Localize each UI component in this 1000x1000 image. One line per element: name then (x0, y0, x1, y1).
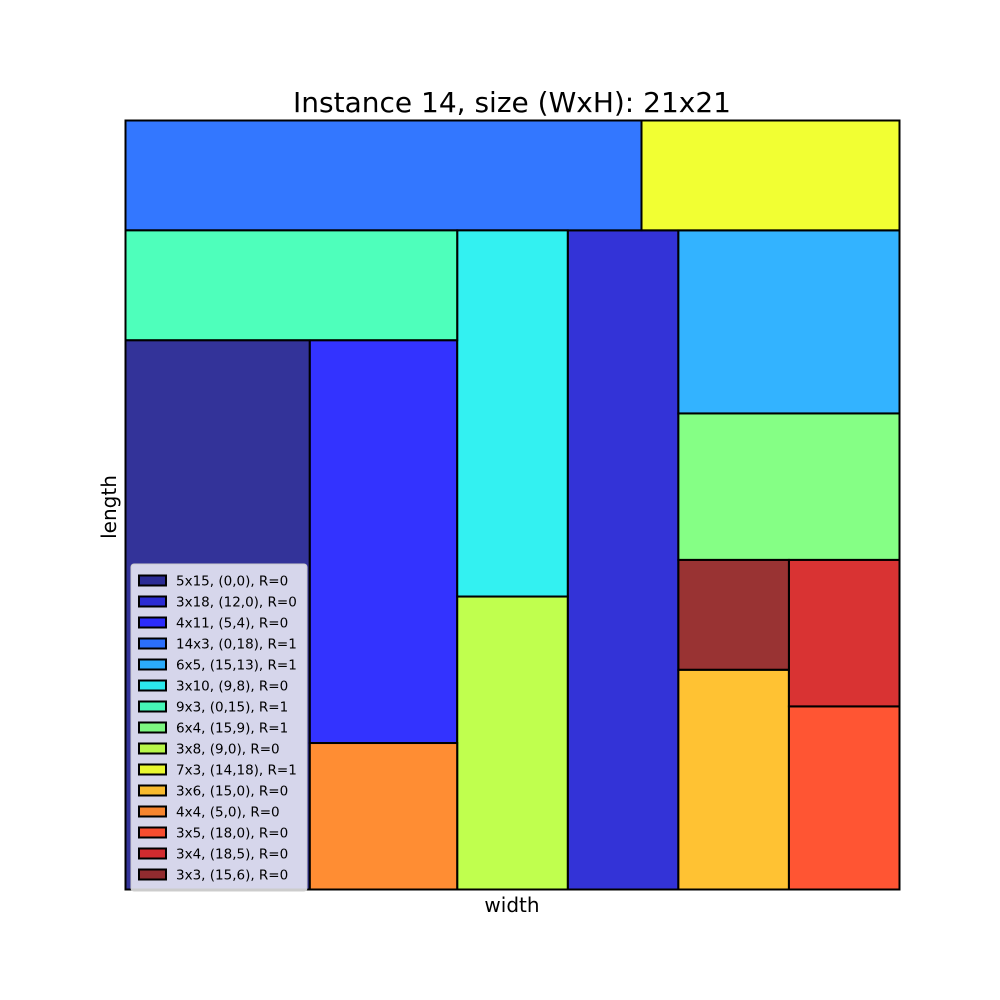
packed-rectangle-8 (456, 595, 569, 891)
legend-entry-5: 3x10, (9,8), R=0 (176, 679, 288, 695)
legend-swatch-13 (138, 847, 167, 860)
plot-frame (124, 119, 901, 891)
x-axis-label: width (484, 893, 539, 917)
legend-entry-1: 3x18, (12,0), R=0 (176, 595, 297, 611)
legend-entry-14: 3x3, (15,6), R=0 (176, 868, 288, 884)
packed-rectangle-3 (124, 119, 643, 232)
legend: 5x15, (0,0), R=0 3x18, (12,0), R=0 4x11, (… (130, 563, 308, 892)
legend-swatch-2 (138, 616, 167, 629)
packed-rectangle-9 (640, 119, 901, 232)
legend-swatch-12 (138, 826, 167, 839)
legend-entry-11: 4x4, (5,0), R=0 (176, 805, 280, 821)
legend-swatch-7 (138, 721, 167, 734)
legend-entry-2: 4x11, (5,4), R=0 (176, 616, 288, 632)
legend-swatch-14 (138, 868, 167, 881)
y-axis-label: length (97, 475, 121, 539)
legend-entry-8: 3x8, (9,0), R=0 (176, 742, 280, 758)
legend-swatch-4 (138, 658, 167, 671)
packed-rectangle-6 (124, 229, 459, 342)
chart-title: Instance 14, size (WxH): 21x21 (293, 86, 731, 119)
legend-entry-9: 7x3, (14,18), R=1 (176, 763, 297, 779)
legend-swatch-6 (138, 700, 167, 713)
legend-entry-13: 3x4, (18,5), R=0 (176, 847, 288, 863)
packed-rectangle-7 (677, 412, 901, 561)
packed-rectangle-5 (456, 229, 569, 598)
packed-rectangle-13 (787, 558, 901, 708)
packed-rectangle-10 (677, 668, 790, 891)
legend-swatch-3 (138, 637, 167, 650)
packed-rectangle-4 (677, 229, 901, 415)
legend-swatch-9 (138, 763, 167, 776)
packed-rectangle-12 (787, 705, 901, 891)
legend-swatch-11 (138, 805, 167, 818)
packed-rectangle-2 (308, 339, 459, 745)
legend-swatch-8 (138, 742, 167, 755)
packed-rectangle-11 (308, 742, 459, 891)
legend-entry-0: 5x15, (0,0), R=0 (176, 574, 288, 590)
legend-entry-10: 3x6, (15,0), R=0 (176, 784, 288, 800)
packed-rectangle-1 (566, 229, 680, 891)
legend-entry-3: 14x3, (0,18), R=1 (176, 637, 297, 653)
legend-entry-7: 6x4, (15,9), R=1 (176, 721, 288, 737)
packed-rectangle-14 (677, 558, 790, 671)
legend-swatch-10 (138, 784, 167, 797)
legend-swatch-1 (138, 595, 167, 608)
legend-entry-6: 9x3, (0,15), R=1 (176, 700, 288, 716)
legend-swatch-0 (138, 574, 167, 587)
legend-entry-12: 3x5, (18,0), R=0 (176, 826, 288, 842)
legend-swatch-5 (138, 679, 167, 692)
rectangles-layer (124, 119, 901, 891)
legend-entry-4: 6x5, (15,13), R=1 (176, 658, 297, 674)
legend-box (130, 563, 308, 892)
